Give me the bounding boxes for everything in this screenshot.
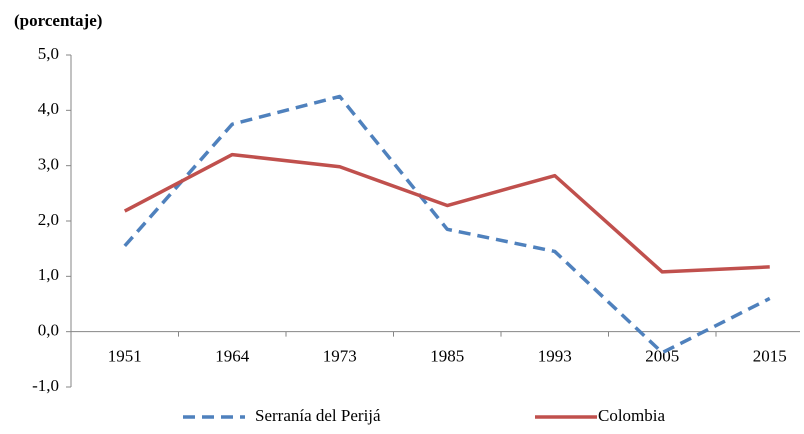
x-tick-label: 1964 [215,347,250,366]
legend-label: Serranía del Perijá [255,406,381,425]
y-tick-label: 5,0 [38,44,59,63]
y-tick-label: 4,0 [38,99,59,118]
legend-label: Colombia [598,406,666,425]
x-tick-label: 2005 [645,347,679,366]
y-tick-label: 0,0 [38,321,59,340]
x-tick-label: 1993 [538,347,572,366]
x-tick-label: 1973 [323,347,357,366]
x-tick-label: 1985 [430,347,464,366]
line-series [123,152,770,274]
y-tick-label: 3,0 [38,155,59,174]
x-tick-label: 2015 [753,347,787,366]
y-tick-label: 1,0 [38,265,59,284]
x-tick-label: 1951 [108,347,142,366]
y-tick-label: 2,0 [38,210,59,229]
line-series [123,94,771,355]
chart-title: (porcentaje) [14,11,102,30]
y-tick-label: -1,0 [32,376,59,395]
